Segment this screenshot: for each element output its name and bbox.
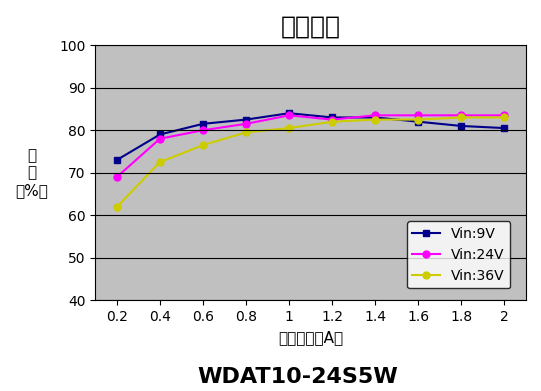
Vin:24V [200,128,206,133]
Vin:36V [415,117,421,122]
Y-axis label: 效
率
（%）: 效 率 （%） [15,148,48,198]
Vin:36V [501,115,507,120]
Vin:36V [114,204,120,209]
Vin:24V [372,113,379,118]
X-axis label: 输出电流（A）: 输出电流（A） [278,330,343,345]
Line: Vin:36V: Vin:36V [114,114,508,210]
Vin:9V [286,111,292,116]
Vin:24V [286,113,292,118]
Vin:24V [415,113,421,118]
Vin:9V [200,122,206,126]
Vin:24V [114,175,120,179]
Vin:36V [372,117,379,122]
Vin:9V [415,119,421,124]
Vin:9V [501,126,507,131]
Vin:36V [458,115,465,120]
Text: WDAT10-24S5W: WDAT10-24S5W [197,367,398,387]
Vin:24V [458,113,465,118]
Vin:24V [243,122,249,126]
Vin:24V [501,113,507,118]
Vin:9V [372,115,379,120]
Vin:36V [200,143,206,147]
Vin:36V [286,126,292,131]
Vin:36V [243,130,249,135]
Vin:36V [157,160,163,165]
Title: 效率曲线: 效率曲线 [281,15,341,39]
Legend: Vin:9V, Vin:24V, Vin:36V: Vin:9V, Vin:24V, Vin:36V [407,221,511,289]
Vin:9V [329,115,335,120]
Line: Vin:24V: Vin:24V [114,112,508,181]
Vin:36V [329,119,335,124]
Line: Vin:9V: Vin:9V [114,110,508,163]
Vin:24V [329,117,335,122]
Vin:9V [157,132,163,137]
Vin:9V [458,124,465,128]
Vin:9V [243,117,249,122]
Vin:9V [114,158,120,162]
Vin:24V [157,136,163,141]
